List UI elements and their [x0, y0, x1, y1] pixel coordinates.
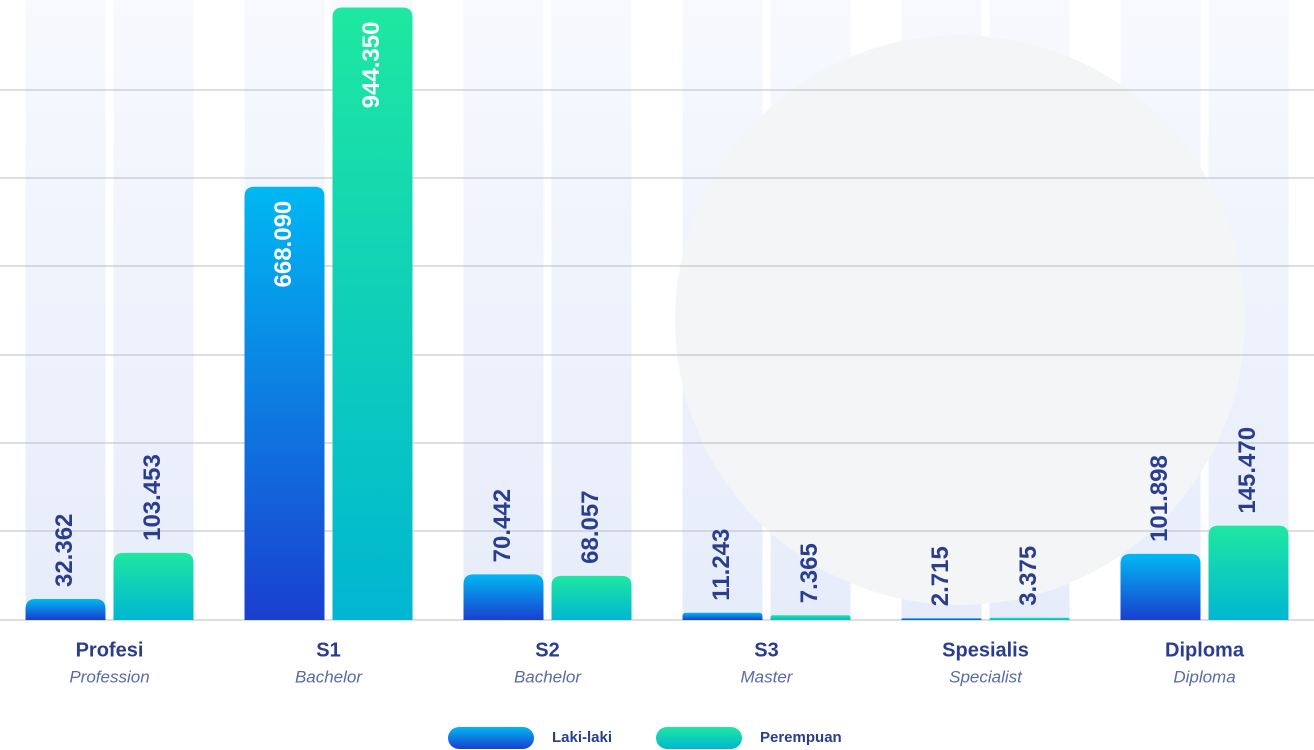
x-tick-label: S1 [316, 639, 340, 661]
legend-label: Laki-laki [552, 729, 612, 746]
bar [771, 615, 851, 620]
bar [26, 599, 106, 620]
x-tick-label: S2 [535, 639, 559, 661]
x-tick-sublabel: Specialist [949, 667, 1023, 686]
value-label: 32.362 [51, 514, 78, 587]
bar [1209, 526, 1289, 620]
bar [683, 613, 763, 620]
bar [1121, 554, 1201, 620]
value-label: 668.090 [270, 201, 297, 288]
bar [902, 618, 982, 620]
value-label: 3.375 [1015, 546, 1042, 606]
x-tick-label: S3 [754, 639, 778, 661]
value-label: 944.350 [358, 22, 385, 109]
value-label: 11.243 [708, 529, 735, 601]
x-tick-sublabel: Profession [69, 667, 149, 686]
bar [464, 574, 544, 620]
x-tick-sublabel: Bachelor [514, 667, 582, 686]
legend-swatch [448, 727, 534, 749]
value-label: 7.365 [796, 543, 823, 603]
x-tick-label: Spesialis [942, 639, 1029, 661]
chart: 32.362 103.453 668.090 944.350 70.442 68.057 1… [0, 0, 1314, 750]
x-tick-sublabel: Master [741, 667, 794, 686]
bar [114, 553, 194, 620]
value-label: 70.442 [489, 489, 516, 562]
value-label: 103.453 [139, 454, 166, 541]
value-label: 2.715 [927, 546, 954, 606]
bar [552, 576, 632, 620]
x-tick-sublabel: Bachelor [295, 667, 363, 686]
legend-swatch [656, 727, 742, 749]
x-tick-label: Diploma [1165, 639, 1245, 661]
value-label: 145.470 [1234, 427, 1261, 514]
x-tick-label: Profesi [76, 639, 144, 661]
bar [990, 618, 1070, 620]
legend-label: Perempuan [760, 729, 842, 746]
value-label: 68.057 [577, 490, 604, 563]
value-label: 101.898 [1146, 455, 1173, 542]
x-tick-sublabel: Diploma [1173, 667, 1235, 686]
